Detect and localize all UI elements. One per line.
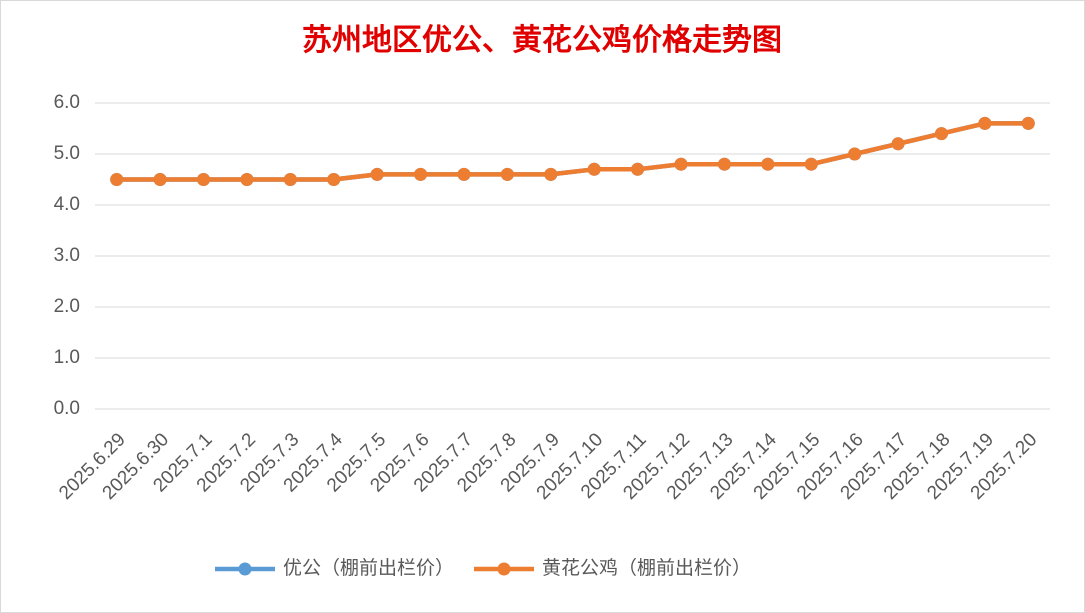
data-point [240, 173, 254, 186]
data-point [848, 147, 862, 161]
data-point [717, 157, 731, 171]
y-tick-label: 2.0 [54, 296, 80, 317]
data-point [370, 167, 384, 181]
data-point [631, 162, 645, 176]
y-tick-label: 4.0 [54, 194, 80, 215]
y-tick-label: 6.0 [54, 92, 80, 113]
data-point [197, 173, 211, 186]
y-tick-label: 0.0 [54, 398, 80, 419]
legend-label: 优公（棚前出栏价） [283, 557, 454, 579]
y-tick-label: 3.0 [54, 245, 80, 266]
data-point [500, 167, 514, 181]
data-point [414, 167, 428, 181]
data-point [153, 173, 167, 186]
data-point [934, 127, 948, 141]
chart-title: 苏州地区优公、黄花公鸡价格走势图 [302, 23, 782, 58]
legend-marker [497, 562, 511, 576]
legend-marker [238, 562, 252, 576]
data-point [457, 167, 471, 181]
data-point [804, 157, 818, 171]
data-point [327, 173, 341, 186]
y-tick-label: 5.0 [54, 143, 80, 164]
data-point [891, 137, 905, 151]
data-point [544, 167, 558, 181]
data-point [761, 157, 775, 171]
y-tick-label: 1.0 [54, 347, 80, 368]
data-point [1021, 116, 1035, 130]
data-point [674, 157, 688, 171]
data-point [587, 162, 601, 176]
data-point [110, 173, 124, 186]
data-point [978, 116, 992, 130]
legend-label: 黄花公鸡（棚前出栏价） [542, 557, 751, 579]
series-line [116, 121, 1029, 182]
data-point [283, 173, 297, 186]
